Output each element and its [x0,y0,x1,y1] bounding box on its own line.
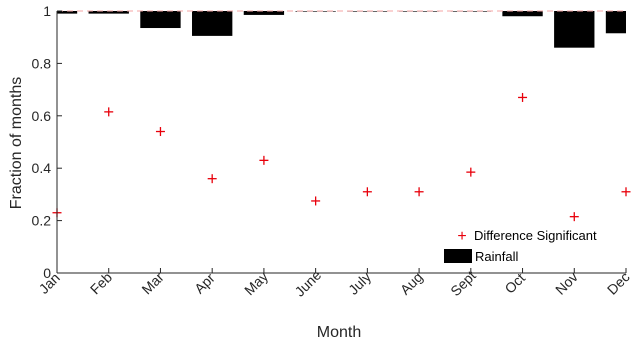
rainfall-bar-june [295,11,336,12]
point-apr [207,174,217,184]
rainfall-bar-mar [140,11,181,29]
x-tick-label-jan: Jan [36,270,63,297]
rainfall-bar-dec [605,11,626,34]
legend-item-difference-significant: + Difference Significant [457,228,597,245]
y-tick-label: 0.2 [32,213,52,229]
legend-swatch-rainfall [444,249,472,263]
legend-item-rainfall: Rainfall [444,249,518,264]
y-tick-label: 0.4 [32,160,52,176]
y-axis-title: Fraction of months [8,77,25,210]
y-tick-label: 0.6 [32,108,52,124]
y-tick-label: 1 [43,3,51,19]
point-july [362,187,372,197]
legend-label-rainfall: Rainfall [475,249,518,264]
point-mar [155,127,165,137]
plot-area [52,10,631,222]
x-tick-label-apr: Apr [191,270,218,297]
legend-marker-plus: + [457,228,466,245]
point-oct [518,92,528,102]
point-feb [104,107,114,117]
rainfall-bar-nov [554,11,595,48]
legend-label-difference-significant: Difference Significant [474,228,597,243]
rainfall-bar-apr [192,11,233,36]
point-nov [569,212,579,222]
legend: + Difference Significant Rainfall [444,228,597,264]
y-tick-label: 0 [43,265,51,281]
rainfall-bar-jan [57,11,78,14]
rainfall-bar-feb [88,11,129,14]
point-dec [621,187,631,197]
rainfall-bar-oct [502,11,543,17]
y-tick-label: 0.8 [32,55,52,71]
x-tick-label-june: June [291,267,324,300]
x-axis-title: Month [317,324,361,341]
point-may [259,155,269,165]
point-sept [466,167,476,177]
point-june [311,196,321,206]
x-tick-label-sept: Sept [447,267,479,299]
rainfall-bar-may [243,11,285,15]
x-tick-label-oct: Oct [501,270,528,297]
point-aug [414,187,424,197]
